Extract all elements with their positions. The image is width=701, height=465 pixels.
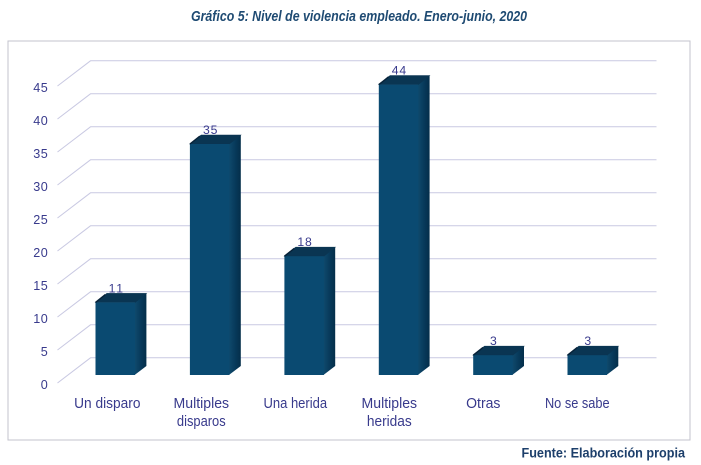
svg-text:0: 0 bbox=[41, 378, 48, 392]
svg-text:35: 35 bbox=[33, 147, 48, 161]
svg-text:15: 15 bbox=[33, 279, 48, 293]
svg-text:Fuente: Elaboración propia: Fuente: Elaboración propia bbox=[522, 446, 686, 461]
svg-text:disparos: disparos bbox=[177, 414, 226, 430]
svg-text:5: 5 bbox=[41, 345, 48, 359]
svg-text:3: 3 bbox=[490, 334, 497, 348]
svg-text:No se sabe: No se sabe bbox=[545, 396, 610, 412]
svg-text:10: 10 bbox=[33, 312, 48, 326]
svg-text:44: 44 bbox=[392, 64, 407, 78]
svg-text:3: 3 bbox=[584, 334, 591, 348]
svg-text:heridas: heridas bbox=[367, 414, 412, 430]
svg-text:Multiples: Multiples bbox=[362, 396, 418, 412]
svg-text:20: 20 bbox=[33, 246, 48, 260]
svg-text:Multiples: Multiples bbox=[174, 396, 230, 412]
svg-text:40: 40 bbox=[33, 114, 48, 128]
svg-text:25: 25 bbox=[33, 213, 48, 227]
svg-text:30: 30 bbox=[33, 180, 48, 194]
svg-text:45: 45 bbox=[33, 81, 48, 95]
svg-text:18: 18 bbox=[297, 235, 312, 249]
svg-text:Un disparo: Un disparo bbox=[74, 396, 140, 412]
svg-text:11: 11 bbox=[109, 281, 124, 295]
svg-text:35: 35 bbox=[203, 123, 218, 137]
svg-text:Gráfico 5: Nivel de violencia: Gráfico 5: Nivel de violencia empleado. … bbox=[191, 9, 527, 25]
svg-text:Una herida: Una herida bbox=[263, 396, 328, 412]
svg-text:Otras: Otras bbox=[466, 396, 500, 412]
